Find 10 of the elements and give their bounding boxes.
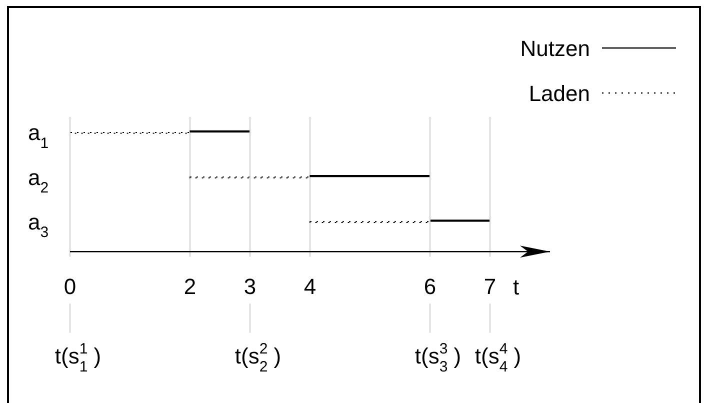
legend-label: Laden <box>528 81 590 106</box>
x-tick-label: 0 <box>64 274 76 299</box>
legend-label: Nutzen <box>520 36 590 61</box>
x-tick-label: 3 <box>244 274 256 299</box>
x-tick-label: 4 <box>304 274 316 299</box>
bar <box>430 220 490 222</box>
x-tick-label: 2 <box>184 274 196 299</box>
x-axis-title: t <box>512 274 520 300</box>
x-tick-label: 6 <box>424 274 436 299</box>
x-tick-label: 7 <box>484 274 496 299</box>
